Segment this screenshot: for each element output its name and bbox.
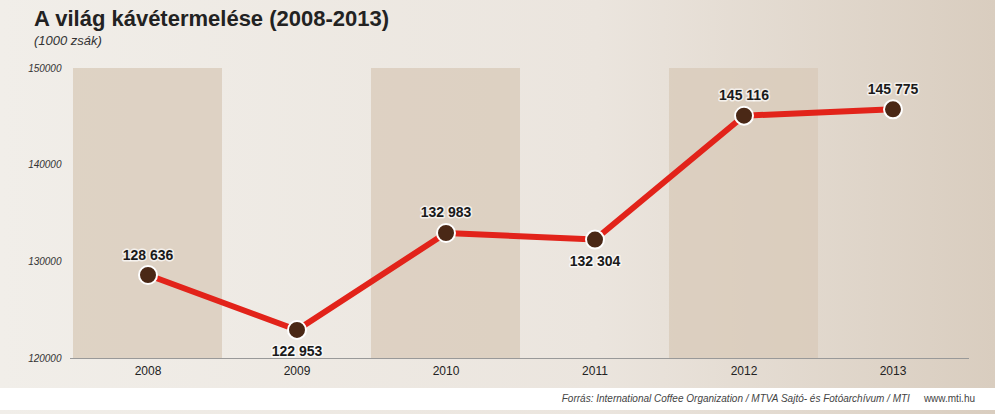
svg-text:2010: 2010 [433, 364, 460, 378]
svg-text:132 983: 132 983 [421, 204, 472, 220]
svg-text:2012: 2012 [731, 364, 758, 378]
svg-text:2013: 2013 [880, 364, 907, 378]
svg-text:140000: 140000 [28, 159, 62, 170]
svg-text:2009: 2009 [284, 364, 311, 378]
svg-text:145 116: 145 116 [719, 87, 769, 103]
svg-text:150000: 150000 [28, 63, 62, 74]
svg-text:145 775: 145 775 [868, 81, 919, 97]
html-text:(1000 zsák): (1000 zsák) [34, 33, 102, 48]
svg-text:128 636: 128 636 [123, 246, 174, 262]
svg-text:122 953: 122 953 [272, 343, 323, 359]
html-text:www.mti.hu: www.mti.hu [923, 393, 975, 404]
svg-text:2011: 2011 [582, 364, 608, 378]
html-text:Forrás: International Coffee O: Forrás: International Coffee Organizatio… [561, 393, 910, 404]
svg-text:120000: 120000 [28, 353, 62, 364]
svg-text:132 304: 132 304 [570, 253, 621, 269]
svg-text:2008: 2008 [135, 364, 162, 378]
html-text:A világ kávétermelése (2008-20: A világ kávétermelése (2008-2013) [34, 6, 390, 31]
svg-text:130000: 130000 [28, 256, 62, 267]
